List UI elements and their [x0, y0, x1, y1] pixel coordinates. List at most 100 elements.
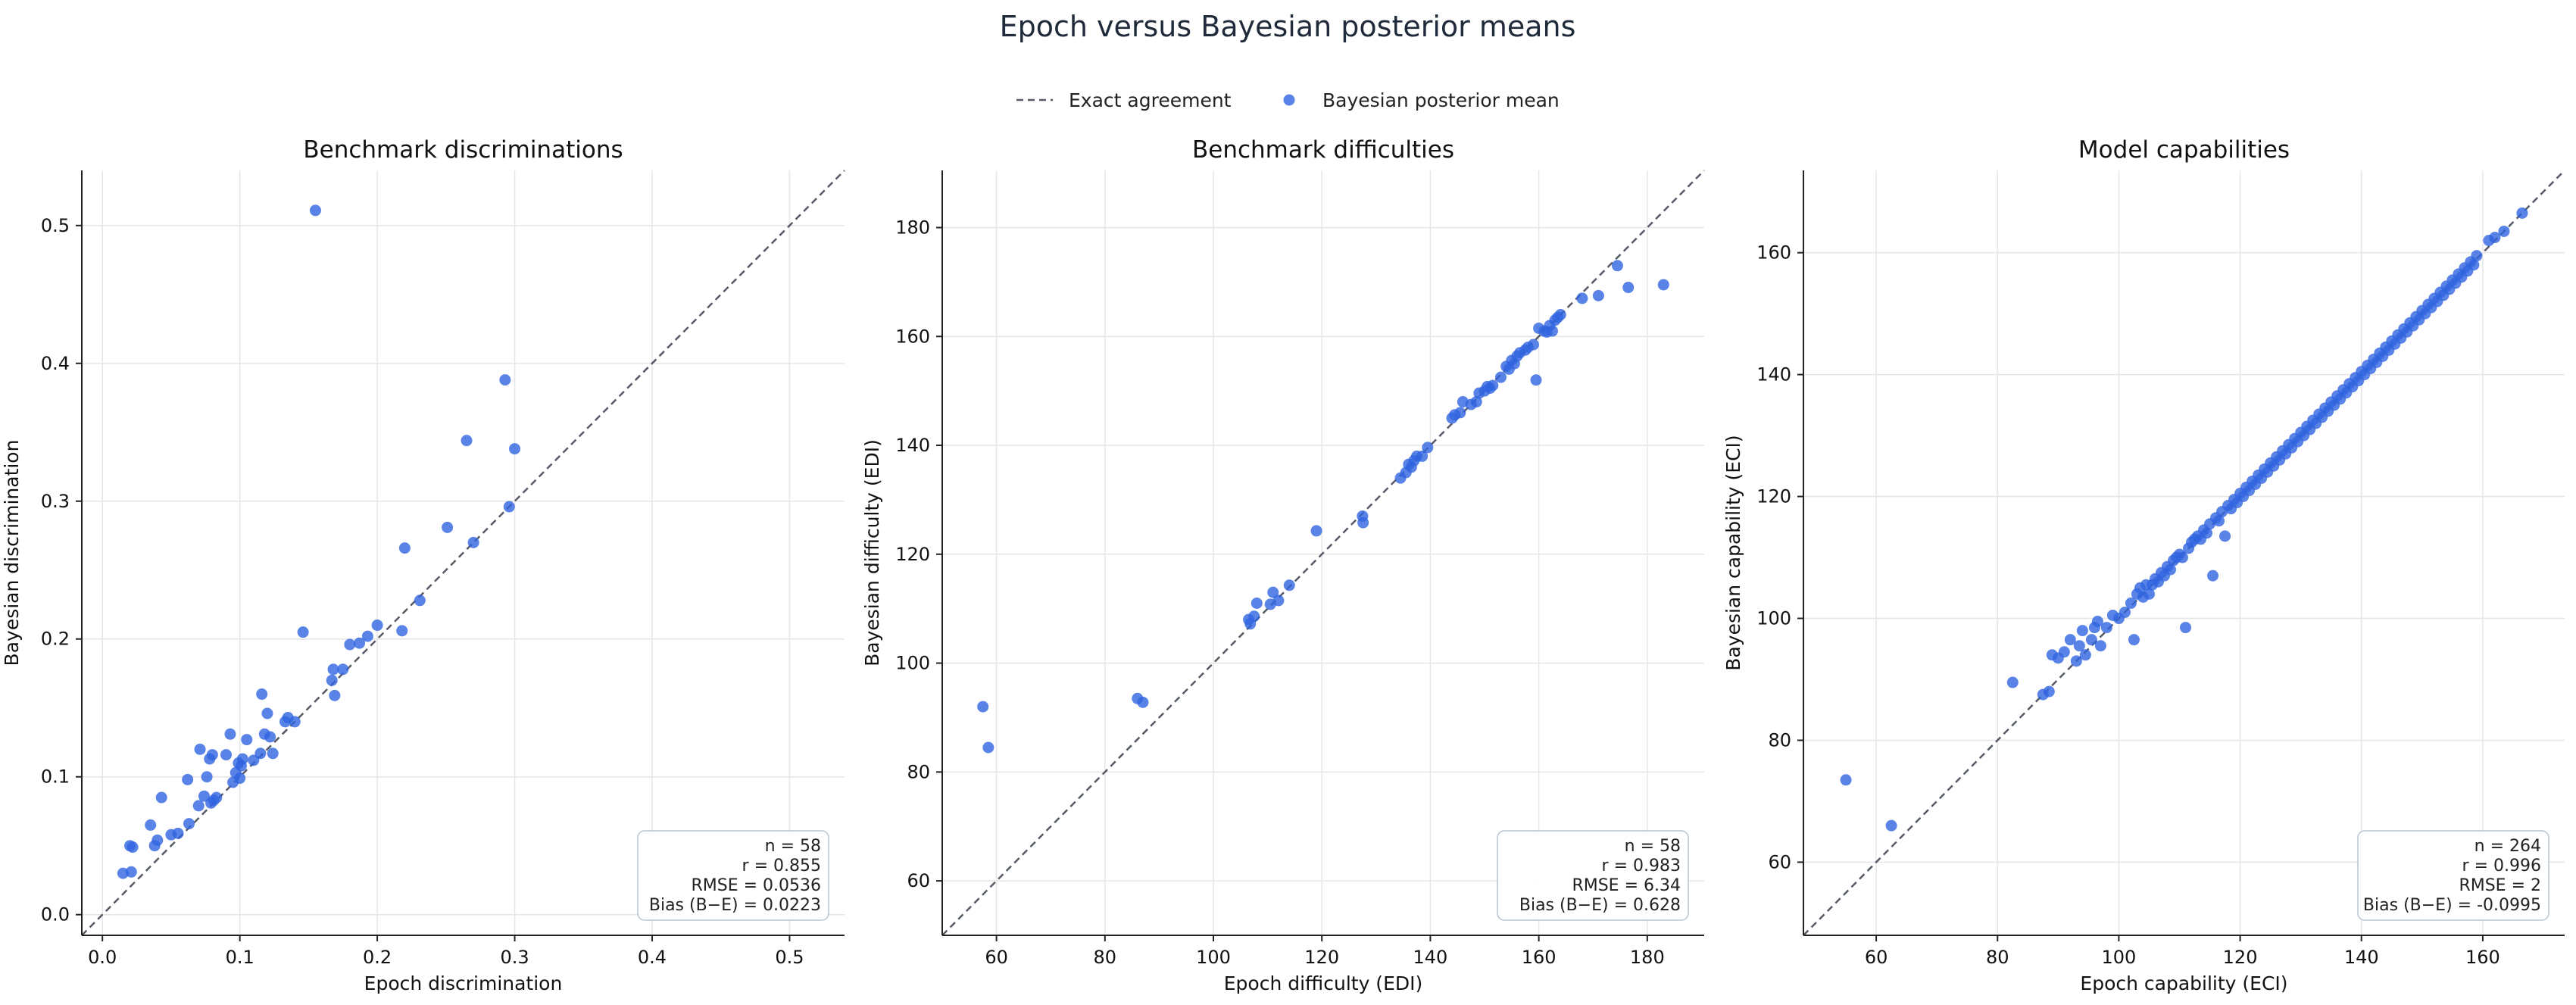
- data-point: [220, 749, 233, 761]
- y-tick-label: 160: [1756, 242, 1791, 264]
- data-point: [344, 638, 356, 651]
- data-point: [1527, 339, 1539, 351]
- y-axis-label: Bayesian discrimination: [1, 440, 23, 666]
- x-tick-label: 160: [1522, 947, 1557, 968]
- data-point: [2079, 649, 2091, 661]
- data-point: [977, 701, 989, 713]
- data-point: [2143, 588, 2155, 600]
- data-point: [2176, 551, 2188, 563]
- x-tick-label: 120: [2223, 947, 2258, 968]
- grid: [1803, 170, 2565, 935]
- grid: [942, 170, 1704, 935]
- data-point: [1416, 450, 1429, 462]
- data-point: [2058, 646, 2070, 658]
- grid: [82, 170, 845, 935]
- data-point: [2064, 634, 2076, 646]
- data-point: [1530, 374, 1542, 386]
- data-point: [206, 749, 218, 761]
- panel-title: Benchmark difficulties: [1192, 136, 1454, 164]
- data-point: [1283, 579, 1295, 591]
- data-point: [241, 734, 253, 746]
- stats-box-frame: [1497, 830, 1689, 921]
- panels: 0.0 0.1 0.2 0.3 0.4 0.5 0.0 0.1 0.2 0.3 0.4 0.5 Benc…: [1, 136, 2565, 994]
- stats-line: RMSE = 2: [2459, 876, 2541, 895]
- data-point: [234, 772, 246, 785]
- y-tick-label: 120: [1756, 486, 1791, 507]
- data-point: [172, 827, 184, 839]
- stats-line: r = 0.996: [2462, 857, 2541, 875]
- data-point: [126, 841, 139, 854]
- panel-benchmark-difficulties: 60 80 100 120 140 160 180 60 80 100 120 140 160 180 Be…: [861, 136, 1705, 994]
- stats-line: RMSE = 0.0536: [691, 876, 821, 895]
- data-point: [1357, 517, 1369, 529]
- data-point: [1272, 595, 1285, 607]
- data-point: [1422, 442, 1434, 454]
- y-tick-label: 120: [895, 544, 930, 565]
- series-bayesian-posterior-mean: [977, 260, 1669, 754]
- data-point: [155, 791, 167, 804]
- data-point: [2085, 634, 2097, 646]
- data-point: [2125, 597, 2137, 609]
- x-tick-label: 160: [2465, 947, 2500, 968]
- series-bayesian-posterior-mean: [117, 204, 521, 879]
- data-point: [329, 689, 341, 701]
- stats-line: r = 0.855: [742, 857, 821, 875]
- data-point: [1487, 379, 1499, 392]
- x-tick-label: 120: [1304, 947, 1339, 968]
- data-point: [1310, 525, 1322, 537]
- data-point: [1885, 819, 1897, 832]
- data-point: [2094, 640, 2106, 652]
- data-point: [2119, 606, 2131, 618]
- data-point: [2180, 622, 2192, 634]
- data-point: [297, 626, 309, 638]
- legend-label-bayesian-posterior-mean: Bayesian posterior mean: [1322, 89, 1560, 111]
- data-point: [371, 620, 383, 632]
- data-point: [467, 536, 479, 548]
- data-point: [2043, 685, 2055, 698]
- data-point: [503, 501, 515, 513]
- data-point: [2468, 259, 2480, 271]
- data-point: [248, 754, 260, 766]
- y-tick-label: 60: [1768, 851, 1791, 872]
- data-point: [1611, 260, 1623, 272]
- x-tick-label: 0.2: [363, 947, 392, 968]
- data-point: [192, 800, 205, 812]
- data-point: [145, 819, 157, 831]
- data-point: [396, 625, 408, 637]
- data-point: [256, 688, 268, 701]
- data-point: [2076, 625, 2088, 637]
- y-tick-label: 60: [907, 870, 930, 891]
- data-point: [2213, 515, 2225, 527]
- y-ticks: 60 80 100 120 140 160: [1756, 242, 1803, 872]
- data-point: [2164, 563, 2176, 576]
- y-tick-label: 0.5: [41, 215, 70, 236]
- x-tick-label: 80: [1094, 947, 1117, 968]
- data-point: [442, 521, 454, 533]
- x-tick-label: 100: [1196, 947, 1231, 968]
- data-point: [509, 443, 521, 455]
- data-point: [1840, 774, 1852, 786]
- data-point: [1470, 396, 1482, 408]
- x-ticks: 0.0 0.1 0.2 0.3 0.4 0.5: [88, 935, 804, 968]
- data-point: [982, 741, 994, 754]
- data-point: [1454, 407, 1466, 419]
- stats-box-frame: [637, 830, 829, 921]
- y-ticks: 0.0 0.1 0.2 0.3 0.4 0.5: [41, 215, 82, 925]
- y-tick-label: 100: [895, 653, 930, 674]
- data-point: [1137, 696, 1149, 708]
- data-point: [194, 743, 206, 755]
- data-point: [254, 748, 267, 760]
- y-tick-label: 0.4: [41, 353, 70, 374]
- data-point: [2073, 640, 2085, 652]
- y-ticks: 60 80 100 120 140 160 180: [895, 217, 942, 891]
- legend-label-exact-agreement: Exact agreement: [1069, 89, 1232, 111]
- stats-line: Bias (B−E) = 0.628: [1519, 896, 1681, 915]
- series-bayesian-posterior-mean: [1840, 207, 2528, 832]
- data-point: [326, 674, 338, 686]
- data-point: [1248, 610, 1260, 623]
- data-point: [2489, 232, 2501, 244]
- panel-title: Model capabilities: [2078, 136, 2290, 164]
- data-point: [289, 716, 301, 728]
